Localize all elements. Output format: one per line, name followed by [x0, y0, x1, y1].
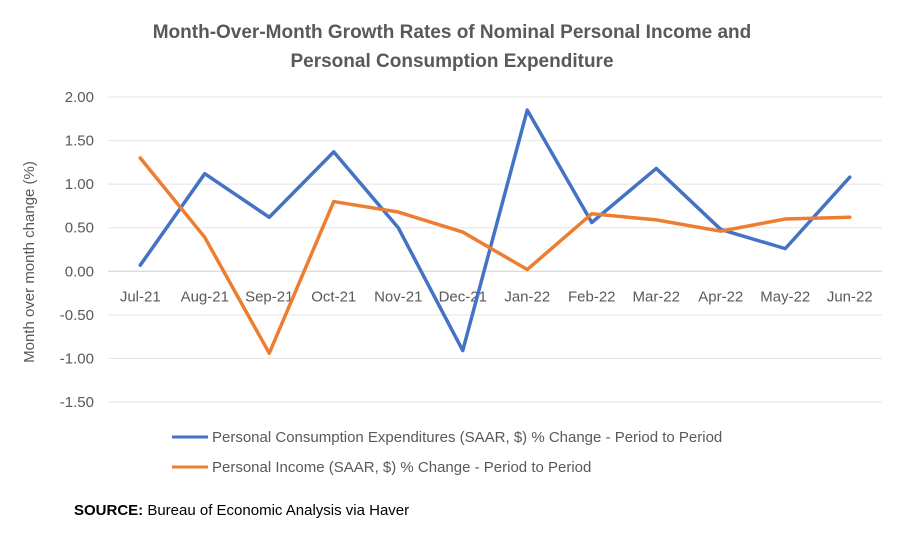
chart-title-line-1: Month-Over-Month Growth Rates of Nominal… [153, 22, 752, 43]
chart-title-line-2: Personal Consumption Expenditure [290, 51, 613, 72]
x-tick-label: Jul-21 [120, 288, 161, 305]
source-label: SOURCE: [74, 502, 144, 519]
x-tick-label: Feb-22 [568, 288, 616, 305]
x-tick-label: Jun-22 [827, 288, 873, 305]
series-line-pce [138, 108, 852, 353]
y-tick-label: -1.00 [60, 350, 94, 367]
y-tick-label: 1.00 [65, 176, 94, 193]
x-tick-label: Jan-22 [504, 288, 550, 305]
x-tick-labels: Jul-21 Aug-21 Sep-21 Oct-21 Nov-21 Dec-21 Jan-… [120, 288, 873, 305]
legend-label-pce: Personal Consumption Expenditures (SAAR,… [212, 429, 722, 446]
series-line-income [138, 156, 852, 355]
x-tick-label: May-22 [760, 288, 810, 305]
y-tick-label: 2.00 [65, 89, 94, 106]
x-tick-label: Mar-22 [632, 288, 680, 305]
x-tick-label: Nov-21 [374, 288, 422, 305]
x-tick-label: Sep-21 [245, 288, 293, 305]
y-tick-label: 0.00 [65, 263, 94, 280]
x-tick-label: Apr-22 [698, 288, 743, 305]
y-tick-label: -1.50 [60, 394, 94, 411]
legend: Personal Consumption Expenditures (SAAR,… [172, 429, 722, 476]
gridlines [108, 96, 882, 403]
y-tick-label: 1.50 [65, 133, 94, 150]
legend-label-income: Personal Income (SAAR, $) % Change - Per… [212, 459, 591, 476]
series-lines [138, 108, 852, 355]
y-tick-label: -0.50 [60, 307, 94, 324]
y-tick-labels: 2.00 1.50 1.00 0.50 0.00 -0.50 -1.00 -1.50 [60, 89, 94, 411]
x-tick-label: Aug-21 [181, 288, 229, 305]
source-note: SOURCE: Bureau of Economic Analysis via … [74, 502, 409, 519]
y-axis-label: Month over month change (%) [21, 161, 38, 363]
y-tick-label: 0.50 [65, 220, 94, 237]
x-tick-label: Oct-21 [311, 288, 356, 305]
source-text: Bureau of Economic Analysis via Haver [143, 502, 410, 519]
